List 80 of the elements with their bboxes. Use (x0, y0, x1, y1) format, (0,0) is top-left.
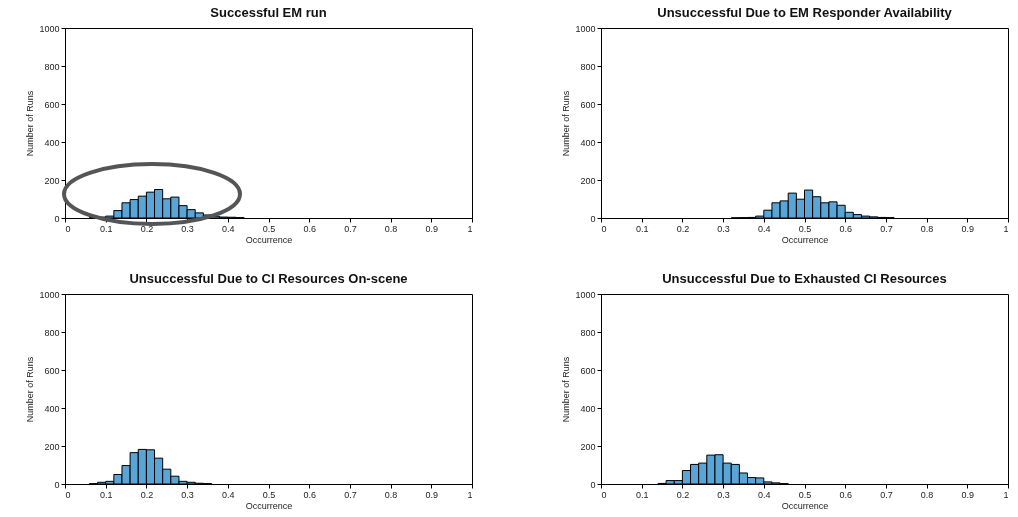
y-tick-label: 800 (44, 327, 60, 338)
y-tick-label: 600 (580, 365, 596, 376)
chart-title: Unsuccessful Due to Exhausted CI Resources (662, 271, 947, 286)
x-tick-label: 0.4 (222, 223, 235, 234)
y-tick-label: 400 (44, 403, 60, 414)
x-tick-label: 0.1 (635, 489, 649, 500)
x-tick-label: 0.5 (262, 489, 276, 500)
x-tick-label: 0.8 (920, 489, 934, 500)
x-tick-label: 1 (467, 489, 473, 500)
y-tick-label: 400 (580, 403, 596, 414)
x-tick-label: 0 (65, 223, 71, 234)
y-tick-label: 600 (580, 99, 596, 110)
x-tick-label: 0.7 (880, 489, 893, 500)
x-tick-label: 0.8 (384, 489, 398, 500)
x-tick-label: 0.5 (262, 223, 276, 234)
x-tick-label: 0.1 (99, 489, 113, 500)
y-tick-label: 600 (44, 365, 60, 376)
y-tick-label: 400 (44, 137, 60, 148)
x-axis-title: Occurrence (781, 500, 829, 511)
x-tick-label: 0.4 (222, 489, 235, 500)
chart-title: Successful EM run (210, 5, 327, 20)
x-tick-label: 0.1 (635, 223, 649, 234)
x-tick-label: 0.7 (344, 223, 357, 234)
chart-title: Unsuccessful Due to EM Responder Availability (657, 5, 953, 20)
x-tick-label: 0.3 (181, 489, 194, 500)
y-tick-label: 1000 (39, 289, 60, 300)
x-tick-label: 0.5 (798, 489, 812, 500)
y-tick-label: 1000 (575, 289, 596, 300)
x-tick-label: 0.6 (839, 489, 852, 500)
y-tick-label: 1000 (575, 23, 596, 34)
y-tick-label: 0 (54, 213, 60, 224)
x-tick-label: 0.9 (425, 489, 439, 500)
x-tick-label: 0.5 (798, 223, 812, 234)
y-axis-title: Number of Runs (25, 90, 36, 157)
x-tick-label: 0.7 (880, 223, 893, 234)
x-tick-label: 1 (467, 223, 473, 234)
y-tick-label: 800 (44, 61, 60, 72)
y-tick-label: 200 (580, 441, 596, 452)
y-tick-label: 0 (590, 213, 596, 224)
x-tick-label: 0.6 (839, 223, 852, 234)
x-tick-label: 0.9 (961, 489, 975, 500)
y-tick-label: 600 (44, 99, 60, 110)
y-tick-label: 1000 (39, 23, 60, 34)
y-tick-label: 800 (580, 327, 596, 338)
x-tick-label: 0.3 (717, 489, 730, 500)
x-tick-label: 0.8 (384, 223, 398, 234)
x-tick-label: 1 (1003, 223, 1009, 234)
y-axis-title: Number of Runs (561, 356, 572, 423)
x-tick-label: 1 (1003, 489, 1009, 500)
x-tick-label: 0.9 (425, 223, 439, 234)
y-tick-label: 200 (580, 175, 596, 186)
x-tick-label: 0.6 (303, 489, 316, 500)
x-tick-label: 0 (601, 223, 607, 234)
x-tick-label: 0.2 (676, 489, 690, 500)
y-tick-label: 200 (44, 441, 60, 452)
x-tick-label: 0.2 (140, 489, 154, 500)
x-axis-title: Occurrence (245, 234, 293, 245)
x-tick-label: 0.3 (181, 223, 194, 234)
x-tick-label: 0.2 (676, 223, 690, 234)
x-tick-label: 0.4 (758, 223, 771, 234)
y-axis-title: Number of Runs (25, 356, 36, 423)
x-tick-label: 0.3 (717, 223, 730, 234)
x-tick-label: 0.8 (920, 223, 934, 234)
y-tick-label: 0 (54, 479, 60, 490)
x-tick-label: 0.9 (961, 223, 975, 234)
x-axis-title: Occurrence (245, 500, 293, 511)
x-tick-label: 0 (601, 489, 607, 500)
chart-title: Unsuccessful Due to CI Resources On-scene (129, 271, 408, 286)
y-tick-label: 200 (44, 175, 60, 186)
y-tick-label: 0 (590, 479, 596, 490)
x-axis-title: Occurrence (781, 234, 829, 245)
x-tick-label: 0.2 (140, 223, 154, 234)
y-tick-label: 400 (580, 137, 596, 148)
x-tick-label: 0.7 (344, 489, 357, 500)
x-tick-label: 0.6 (303, 223, 316, 234)
y-tick-label: 800 (580, 61, 596, 72)
x-tick-label: 0.4 (758, 489, 771, 500)
x-tick-label: 0 (65, 489, 71, 500)
y-axis-title: Number of Runs (561, 90, 572, 157)
x-tick-label: 0.1 (99, 223, 113, 234)
